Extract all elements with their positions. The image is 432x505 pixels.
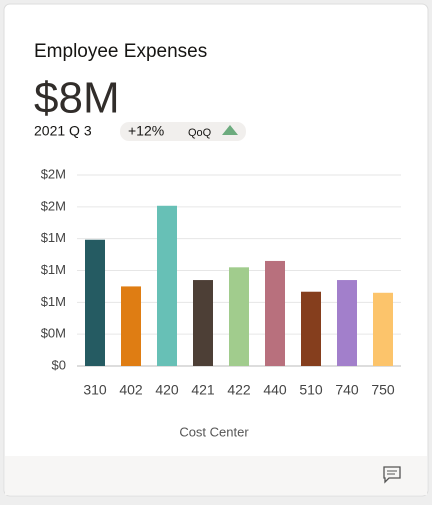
change-basis: QoQ	[188, 127, 212, 139]
y-tick-label: $2M	[41, 166, 66, 181]
x-tick-label: 510	[299, 382, 323, 398]
x-axis-title: Cost Center	[179, 424, 249, 439]
bar	[85, 239, 105, 366]
card-background	[3, 3, 429, 497]
y-tick-label: $0	[52, 357, 66, 372]
y-tick-label: $1M	[41, 294, 66, 309]
change-pill	[120, 122, 246, 141]
x-tick-label: 310	[83, 382, 107, 398]
change-value: +12%	[128, 123, 164, 139]
y-tick-label: $1M	[41, 262, 66, 277]
bar	[265, 260, 285, 366]
card-footer	[5, 456, 427, 495]
x-tick-label: 420	[155, 382, 179, 398]
period-label: 2021 Q 3	[34, 123, 92, 139]
y-tick-label: $0M	[41, 326, 66, 341]
bar	[193, 280, 213, 366]
headline-value: $8M	[34, 74, 120, 123]
x-tick-label: 440	[263, 382, 287, 398]
x-tick-label: 740	[335, 382, 359, 398]
card-title: Employee Expenses	[34, 41, 207, 62]
bar	[301, 291, 321, 366]
comment-icon[interactable]	[383, 466, 401, 484]
bar	[157, 205, 177, 366]
bar	[337, 280, 357, 366]
y-tick-label: $1M	[41, 230, 66, 245]
up-arrow	[222, 125, 238, 135]
bar	[373, 292, 393, 366]
x-tick-label: 421	[191, 382, 215, 398]
bar	[121, 286, 141, 366]
x-tick-label: 422	[227, 382, 251, 398]
y-tick-label: $2M	[41, 198, 66, 213]
x-tick-label: 750	[371, 382, 395, 398]
bar	[229, 267, 249, 366]
x-tick-label: 402	[119, 382, 143, 398]
